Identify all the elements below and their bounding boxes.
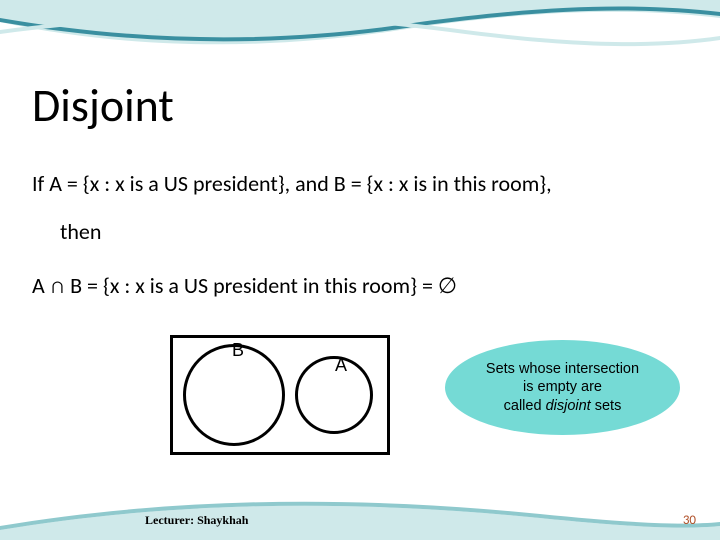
callout-text: Sets whose intersection is empty are cal… [486,360,639,414]
venn-label-a: A [335,355,347,376]
footer-page-number: 30 [683,513,696,528]
slide: Disjoint If A = {x : x is a US president… [0,0,720,540]
venn-diagram [170,335,390,455]
callout-line3-prefix: called [504,398,546,414]
body-line-1: If A = {x : x is a US president}, and B … [32,170,692,197]
body-line-3: A ∩ B = {x : x is a US president in this… [32,272,457,299]
callout-line2: is empty are [523,379,602,395]
footer-lecturer: Lecturer: Shaykhah [145,513,248,528]
venn-label-b: B [232,340,244,361]
slide-title: Disjoint [32,78,174,134]
callout-line3-suffix: sets [591,398,622,414]
callout-bubble: Sets whose intersection is empty are cal… [445,340,680,435]
wave-decoration-bottom [0,490,720,540]
body-line-2: then [60,218,101,245]
venn-circle-a [295,356,373,434]
callout-line3-italic: disjoint [546,398,591,414]
wave-decoration-top [0,0,720,70]
callout-line1: Sets whose intersection [486,361,639,377]
